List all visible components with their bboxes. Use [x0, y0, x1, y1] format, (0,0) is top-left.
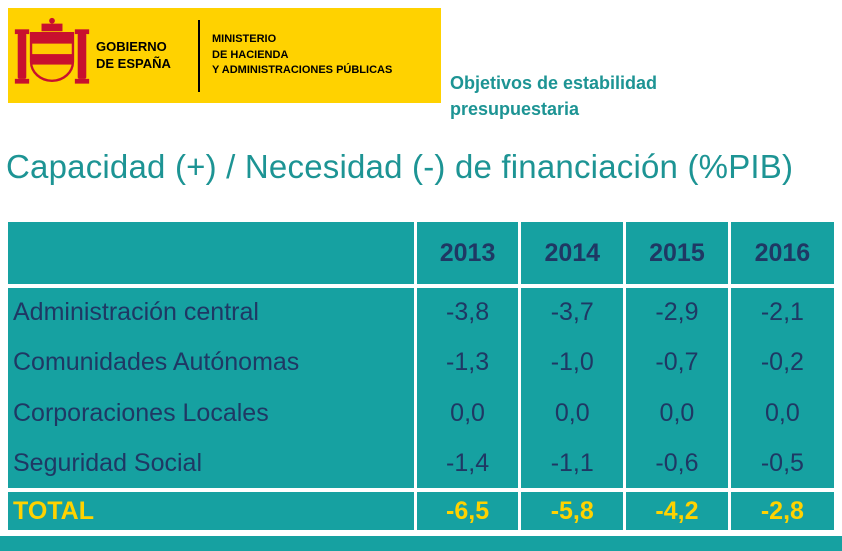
cell-value: -3,8 — [413, 286, 520, 337]
gobierno-label: GOBIERNO DE ESPAÑA — [96, 38, 171, 71]
cell-value: 0,0 — [623, 388, 730, 439]
table-row: Comunidades Autónomas -1,3 -1,0 -0,7 -0,2 — [8, 337, 834, 388]
table-row-total: TOTAL -6,5 -5,8 -4,2 -2,8 — [8, 488, 834, 530]
column-header: 2015 — [623, 222, 730, 288]
financing-table-wrap: 2013 2014 2015 2016 Administración central -… — [8, 222, 834, 530]
bottom-strip — [0, 536, 842, 551]
cell-value: -1,1 — [518, 439, 625, 490]
row-label: Comunidades Autónomas — [13, 348, 300, 376]
cell-value: -0,6 — [623, 439, 730, 490]
cell-value: 0,0 — [727, 388, 834, 439]
table-row: Corporaciones Locales 0,0 0,0 0,0 0,0 — [8, 388, 834, 439]
table-row: Administración central -3,8 -3,7 -2,9 -2,1 — [8, 286, 834, 337]
cell-value: -4,2 — [623, 488, 730, 530]
table-body: Administración central -3,8 -3,7 -2,9 -2,1 Co… — [8, 286, 834, 530]
banner-divider — [198, 19, 200, 92]
cell-value: -2,1 — [727, 286, 834, 337]
cell-value: -1,0 — [518, 337, 625, 388]
cell-value: -1,3 — [413, 337, 520, 388]
row-label: Seguridad Social — [13, 449, 203, 477]
cell-value: -0,2 — [727, 337, 834, 388]
column-header: 2016 — [727, 222, 834, 288]
cell-value: -0,7 — [623, 337, 730, 388]
slide-subtitle: Objetivos de estabilidad presupuestaria — [450, 73, 658, 120]
cell-value: 0,0 — [413, 388, 520, 439]
column-header: 2014 — [518, 222, 625, 288]
header-empty-cell — [8, 222, 416, 288]
row-label: Corporaciones Locales — [13, 399, 269, 427]
cell-value: -1,4 — [413, 439, 520, 490]
cell-value: 0,0 — [518, 388, 625, 439]
page-title: Capacidad (+) / Necesidad (-) de financi… — [6, 148, 794, 185]
column-header: 2013 — [413, 222, 520, 288]
row-label: TOTAL — [8, 488, 416, 530]
table-header-row: 2013 2014 2015 2016 — [8, 222, 834, 288]
cell-value: -3,7 — [518, 286, 625, 337]
cell-value: -2,8 — [727, 488, 834, 530]
cell-value: -0,5 — [727, 439, 834, 490]
spain-coat-of-arms-icon — [8, 16, 96, 96]
financing-table: 2013 2014 2015 2016 Administración central -… — [8, 222, 834, 530]
cell-value: -6,5 — [413, 488, 520, 530]
row-label: Administración central — [13, 298, 259, 326]
table-row: Seguridad Social -1,4 -1,1 -0,6 -0,5 — [8, 439, 834, 490]
ministerio-label: MINISTERIO DE HACIENDA Y ADMINISTRACIONE… — [212, 32, 393, 77]
government-banner: GOBIERNO DE ESPAÑA MINISTERIO DE HACIEND… — [8, 8, 441, 103]
cell-value: -2,9 — [623, 286, 730, 337]
cell-value: -5,8 — [518, 488, 625, 530]
